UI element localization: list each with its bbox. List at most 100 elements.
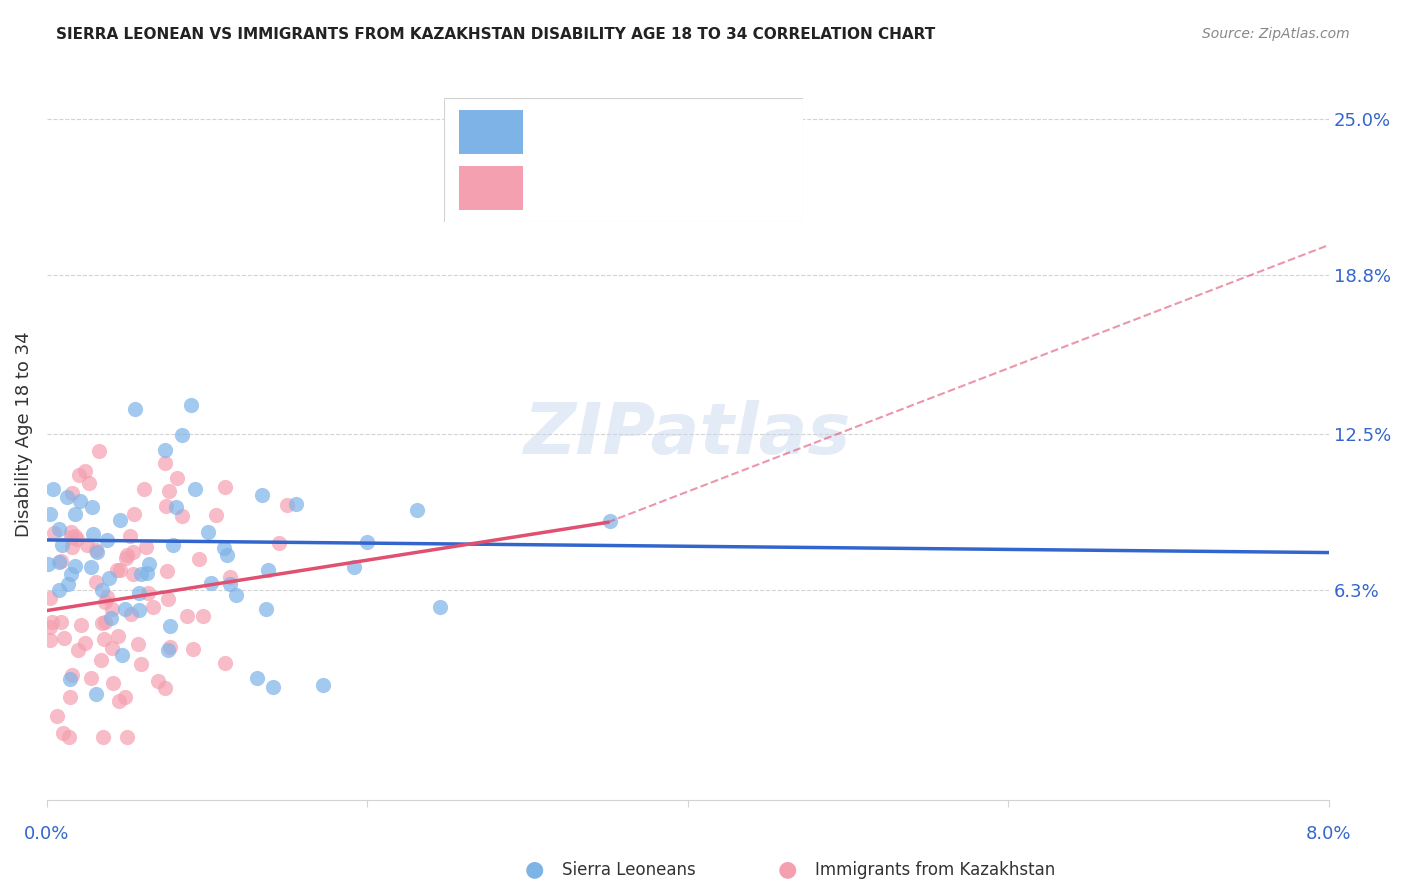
Point: [127, 637, 149, 651]
Point: [73, 636, 96, 650]
Point: [75, 463, 97, 477]
Text: ZIPatlas: ZIPatlas: [524, 400, 852, 468]
Point: [121, 567, 143, 582]
Point: [49, 615, 72, 629]
Point: [153, 681, 176, 695]
Text: 8.0%: 8.0%: [1306, 825, 1351, 843]
Point: [69, 618, 91, 632]
Point: [156, 591, 179, 606]
Point: [42, 525, 65, 540]
Point: [250, 488, 273, 502]
Point: [406, 502, 429, 516]
Point: [356, 535, 378, 549]
Point: [188, 552, 211, 566]
Point: [101, 602, 124, 616]
Point: [191, 608, 214, 623]
Point: [131, 566, 153, 581]
Point: [124, 508, 146, 522]
Point: [60, 531, 83, 545]
Point: [120, 529, 142, 543]
Point: [176, 608, 198, 623]
Text: Immigrants from Kazakhstan: Immigrants from Kazakhstan: [815, 861, 1056, 879]
Point: [52, 726, 75, 740]
Point: [66, 643, 89, 657]
Point: [98, 571, 121, 585]
Point: [128, 603, 150, 617]
Point: [56, 577, 79, 591]
Point: [49, 554, 72, 568]
Point: [343, 559, 366, 574]
Point: [183, 642, 205, 657]
Point: [63, 559, 86, 574]
Point: [38, 507, 60, 521]
Point: [215, 548, 238, 562]
Point: [42, 482, 65, 496]
Point: [180, 398, 202, 412]
Point: [38, 633, 60, 648]
Point: [86, 545, 108, 559]
Point: [37, 557, 59, 571]
Point: [107, 694, 129, 708]
Point: [96, 533, 118, 547]
Point: [59, 690, 82, 705]
Point: [114, 690, 136, 704]
Point: [172, 509, 194, 524]
Point: [45, 709, 67, 723]
Point: [53, 632, 76, 646]
Point: [76, 538, 98, 552]
Point: [153, 443, 176, 458]
Point: [90, 653, 112, 667]
Point: [142, 599, 165, 614]
Point: [93, 632, 115, 646]
Point: [256, 563, 278, 577]
Point: [91, 730, 114, 744]
Point: [156, 564, 179, 578]
Point: [219, 576, 242, 591]
Point: [60, 668, 83, 682]
Point: [128, 586, 150, 600]
Point: [165, 500, 187, 515]
Point: [84, 543, 107, 558]
Text: ●: ●: [524, 860, 544, 880]
Point: [115, 730, 138, 744]
Point: [58, 730, 80, 744]
Point: [93, 595, 115, 609]
Point: [96, 590, 118, 604]
Point: [91, 615, 114, 630]
Point: [101, 640, 124, 655]
Point: [120, 607, 142, 621]
Point: [66, 532, 89, 546]
Point: [136, 566, 159, 581]
Point: [159, 640, 181, 654]
Point: [148, 673, 170, 688]
Point: [122, 545, 145, 559]
Point: [429, 600, 451, 615]
Point: [138, 557, 160, 571]
Point: [166, 471, 188, 485]
Point: [38, 620, 60, 634]
Point: [197, 524, 219, 539]
Point: [41, 615, 63, 629]
Point: [212, 541, 235, 555]
Point: [67, 467, 90, 482]
Point: [218, 570, 240, 584]
Point: [59, 525, 82, 540]
Point: [246, 671, 269, 685]
Point: [267, 536, 290, 550]
Point: [65, 507, 87, 521]
Point: [108, 513, 131, 527]
Point: [129, 657, 152, 671]
Point: [63, 529, 86, 543]
Point: [162, 538, 184, 552]
Point: [115, 551, 138, 566]
Point: [276, 499, 298, 513]
Point: [80, 559, 103, 574]
Text: ●: ●: [778, 860, 797, 880]
Point: [205, 508, 228, 522]
Point: [86, 574, 108, 589]
Text: SIERRA LEONEAN VS IMMIGRANTS FROM KAZAKHSTAN DISABILITY AGE 18 TO 34 CORRELATION: SIERRA LEONEAN VS IMMIGRANTS FROM KAZAKH…: [56, 27, 935, 42]
Point: [94, 615, 117, 630]
Point: [48, 522, 70, 536]
Point: [214, 657, 236, 671]
Point: [157, 484, 180, 499]
